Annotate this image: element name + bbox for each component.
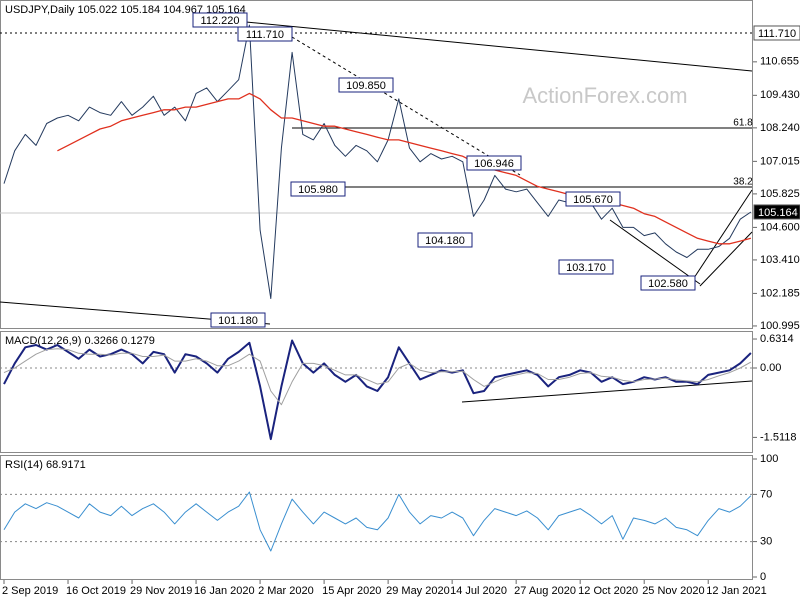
y-tick-label: 0.00 (760, 362, 781, 374)
annotation-box (192, 12, 248, 28)
annotation-box (338, 77, 394, 93)
price-marker-label: 111.710 (758, 28, 796, 40)
x-tick-label: 14 Jul 2020 (450, 585, 507, 597)
y-tick-label: 102.185 (760, 287, 800, 299)
y-tick-label: 30 (760, 536, 772, 548)
annotation-label: 112.220 (201, 15, 240, 27)
trend-line (291, 36, 521, 176)
y-tick-label: 100.995 (760, 320, 800, 332)
series-line (3, 491, 752, 552)
x-tick-label: 16 Oct 2019 (66, 585, 126, 597)
y-tick-label: 105.825 (760, 188, 800, 200)
series-line (3, 348, 752, 406)
annotation-label: 111.710 (246, 29, 284, 41)
x-tick-label: 2 Sep 2019 (2, 585, 58, 597)
trend-line (461, 380, 753, 403)
macd-panel (0, 331, 753, 453)
price-marker (753, 204, 800, 220)
y-tick-label: 107.015 (760, 155, 800, 167)
channel-line (689, 189, 753, 285)
annotation-box (565, 191, 621, 207)
y-tick-label: 100 (760, 453, 778, 465)
x-tick-label: 15 Apr 2020 (322, 585, 381, 597)
price-marker (753, 25, 800, 41)
annotation-label: 104.180 (425, 235, 465, 247)
chart-title: USDJPY,Daily 105.022 105.184 104.967 105… (5, 4, 246, 16)
annotation-box (558, 259, 614, 275)
annotation-box (210, 312, 266, 328)
price-marker-label: 105.164 (758, 207, 798, 219)
annotation-label: 102.580 (648, 278, 688, 290)
annotation-box (290, 181, 346, 197)
annotation-label: 103.170 (566, 262, 606, 274)
channel-line (699, 231, 753, 287)
annotation-box (466, 155, 522, 171)
y-tick-label: 0 (760, 571, 766, 583)
y-tick-label: 0.6314 (760, 333, 794, 345)
y-tick-label: 70 (760, 488, 772, 500)
trend-line (194, 16, 753, 72)
x-tick-label: 16 Jan 2020 (194, 585, 255, 597)
y-tick-label: 109.430 (760, 89, 800, 101)
annotation-label: 101.180 (218, 315, 258, 327)
x-tick-label: 12 Jan 2021 (706, 585, 767, 597)
x-tick-label: 12 Oct 2020 (578, 585, 638, 597)
series-line (57, 92, 752, 245)
y-tick-label: 108.240 (760, 122, 800, 134)
y-tick-label: 110.655 (760, 56, 799, 68)
price-panel (0, 0, 753, 329)
annotation-label: 105.980 (298, 184, 338, 196)
x-tick-label: 2 Mar 2020 (258, 585, 314, 597)
watermark: ActionForex.com (522, 83, 687, 108)
annotation-label: 106.946 (474, 158, 514, 170)
series-line (3, 339, 752, 441)
macd-title: MACD(12,26,9) 0.3266 0.1279 (5, 335, 155, 347)
fib-label: 38.2 (733, 177, 753, 188)
annotation-label: 109.850 (346, 80, 386, 92)
y-tick-label: 104.600 (760, 221, 800, 233)
series-line (3, 24, 752, 299)
y-tick-label: 103.410 (760, 254, 800, 266)
annotation-box (417, 232, 473, 248)
x-tick-label: 25 Nov 2020 (642, 585, 704, 597)
x-tick-label: 27 Aug 2020 (514, 585, 576, 597)
rsi-panel (0, 455, 753, 580)
fib-label: 61.8 (733, 118, 753, 129)
annotation-label: 105.670 (573, 194, 613, 206)
y-tick-label: -1.5118 (760, 431, 797, 443)
rsi-title: RSI(14) 68.9171 (5, 459, 86, 471)
channel-line (609, 219, 701, 285)
x-tick-label: 29 Nov 2019 (130, 585, 192, 597)
x-tick-label: 29 May 2020 (386, 585, 450, 597)
annotation-box (640, 275, 696, 291)
annotation-box (237, 26, 293, 42)
